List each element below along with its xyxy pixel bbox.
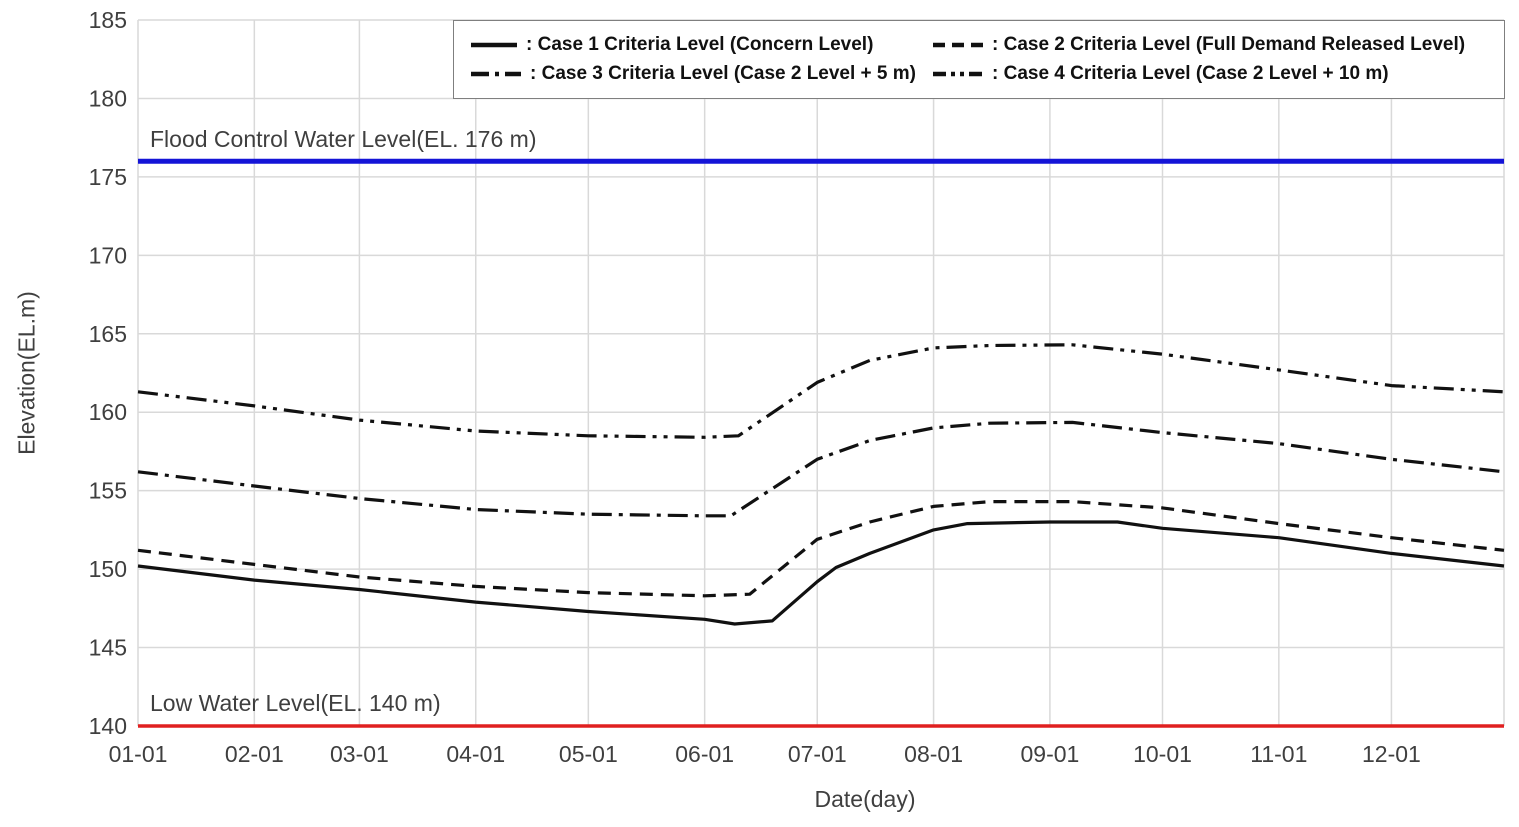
legend-label-case2: : Case 2 Criteria Level (Full Demand Rel… xyxy=(992,34,1466,55)
y-tick-label: 185 xyxy=(89,7,127,33)
y-tick-label: 170 xyxy=(89,242,127,268)
y-tick-label: 160 xyxy=(89,399,127,425)
legend-entry-case4: : Case 4 Criteria Level (Case 2 Level + … xyxy=(932,63,1504,85)
dash-dot-line-sample-icon xyxy=(471,71,521,77)
y-tick-label: 150 xyxy=(89,556,127,582)
x-tick-label: 10-01 xyxy=(1133,741,1192,767)
y-tick-label: 145 xyxy=(89,635,127,661)
x-tick-label: 01-01 xyxy=(109,741,168,767)
series-case3-line xyxy=(137,420,1505,518)
legend-box: : Case 1 Criteria Level (Concern Level) … xyxy=(453,20,1505,99)
y-tick-label: 175 xyxy=(89,164,127,190)
x-axis-title: Date(day) xyxy=(814,786,916,812)
series-case4-line xyxy=(137,343,1505,439)
x-tick-label: 09-01 xyxy=(1021,741,1080,767)
legend-label-case1: : Case 1 Criteria Level (Concern Level) xyxy=(526,34,874,55)
legend-entry-case2: : Case 2 Criteria Level (Full Demand Rel… xyxy=(932,34,1504,56)
y-tick-label: 165 xyxy=(89,321,127,347)
x-tick-label: 12-01 xyxy=(1362,741,1421,767)
x-tick-label: 11-01 xyxy=(1250,741,1307,767)
y-axis-title: Elevation(EL.m) xyxy=(13,291,40,455)
dashed-line-sample-icon xyxy=(933,42,983,48)
y-tick-label: 140 xyxy=(89,713,127,739)
legend-label-case4: : Case 4 Criteria Level (Case 2 Level + … xyxy=(992,63,1389,84)
legend-entry-case3: : Case 3 Criteria Level (Case 2 Level + … xyxy=(470,63,932,85)
legend-entry-case1: : Case 1 Criteria Level (Concern Level) xyxy=(470,34,932,56)
series-case2-line xyxy=(137,500,1505,598)
x-tick-label: 07-01 xyxy=(788,741,847,767)
x-tick-label: 05-01 xyxy=(559,741,618,767)
low-water-level-label: Low Water Level(EL. 140 m) xyxy=(150,690,441,716)
y-tick-label: 180 xyxy=(89,85,127,111)
dash-dot-dot-line-sample-icon xyxy=(933,71,983,77)
solid-line-sample-icon xyxy=(471,42,517,48)
flood-control-level-label: Flood Control Water Level(EL. 176 m) xyxy=(150,126,537,152)
y-tick-label: 155 xyxy=(89,478,127,504)
x-tick-label: 04-01 xyxy=(446,741,505,767)
x-tick-label: 06-01 xyxy=(675,741,734,767)
legend-label-case3: : Case 3 Criteria Level (Case 2 Level + … xyxy=(530,63,917,84)
x-tick-label: 08-01 xyxy=(904,741,963,767)
x-tick-label: 03-01 xyxy=(330,741,389,767)
x-tick-label: 02-01 xyxy=(225,741,284,767)
series-case1-line xyxy=(137,520,1505,626)
